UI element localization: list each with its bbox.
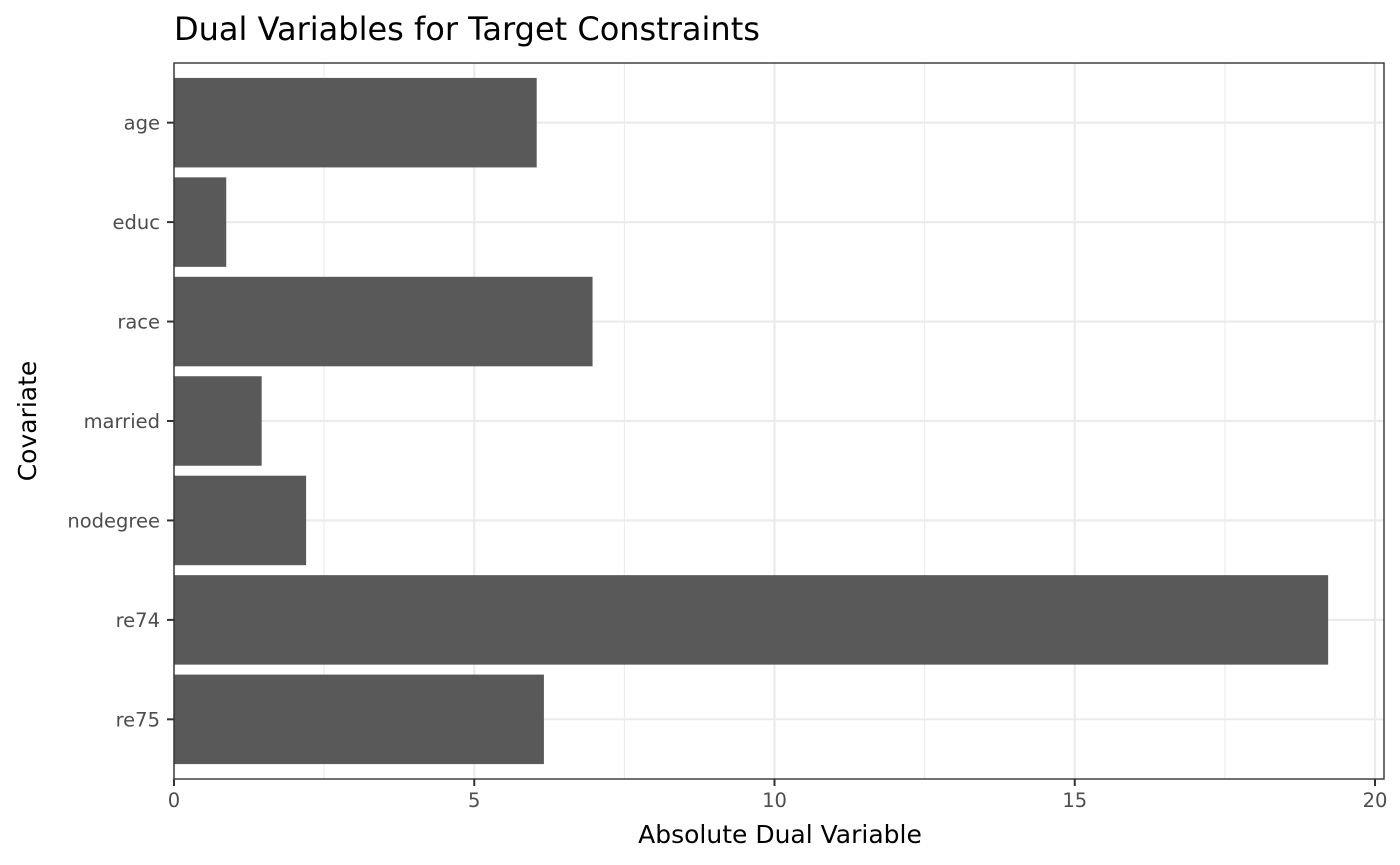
bar-re74 — [174, 575, 1329, 665]
y-tick-label-married: married — [84, 410, 160, 433]
y-tick-label-nodegree: nodegree — [67, 509, 160, 532]
bar-married — [174, 376, 262, 466]
bar-nodegree — [174, 475, 307, 566]
x-tick-label: 15 — [1062, 789, 1087, 812]
y-tick-label-race: race — [117, 311, 160, 334]
bar-educ — [174, 177, 227, 267]
bar-race — [174, 276, 593, 367]
bar-re75 — [174, 674, 544, 765]
x-tick-label: 5 — [468, 789, 480, 812]
y-axis-title: Covariate — [13, 361, 42, 482]
y-tick-label-re75: re75 — [116, 708, 160, 731]
y-tick-label-educ: educ — [113, 211, 160, 234]
y-axis: age educ race married nodegree re74 re75 — [67, 112, 174, 731]
chart-title: Dual Variables for Target Constraints — [174, 10, 760, 48]
bars — [174, 77, 1329, 765]
x-axis-title: Absolute Dual Variable — [638, 820, 922, 849]
x-tick-label: 20 — [1363, 789, 1388, 812]
y-tick-label-re74: re74 — [116, 609, 160, 632]
y-tick-label-age: age — [124, 112, 160, 135]
bar-age — [174, 77, 537, 168]
x-axis: 0 5 10 15 20 — [168, 779, 1388, 812]
x-tick-label: 10 — [762, 789, 787, 812]
x-tick-label: 0 — [168, 789, 180, 812]
